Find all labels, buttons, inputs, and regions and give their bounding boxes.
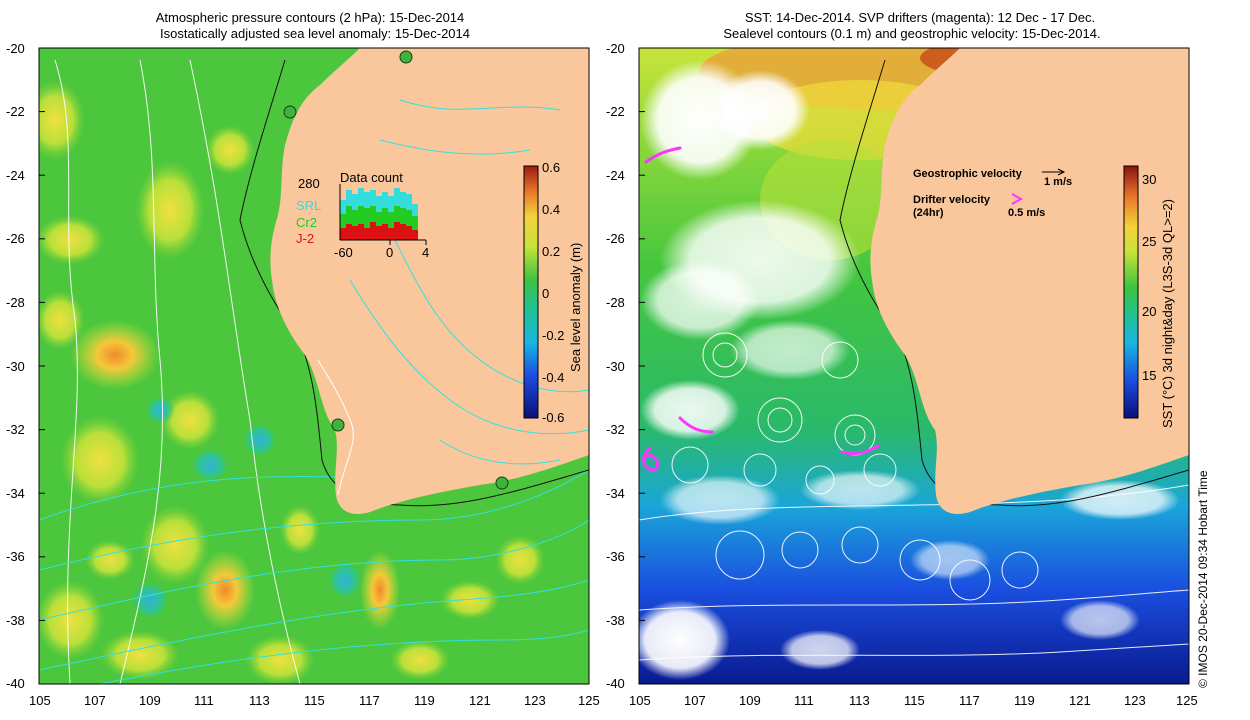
geostrophic-velocity-label: Geostrophic velocity xyxy=(913,168,1022,180)
left-y-tick: -40 xyxy=(6,676,25,691)
sst-colorbar-tick: 30 xyxy=(1142,172,1157,187)
left-x-tick: 121 xyxy=(469,693,491,708)
left-y-tick: -32 xyxy=(6,422,25,437)
left-y-tick: -34 xyxy=(6,486,25,501)
left-y-tick: -30 xyxy=(6,359,25,374)
left-x-tick: 113 xyxy=(249,693,270,708)
left-y-tick-marks xyxy=(39,47,45,621)
sla-colorbar-tick: -0.4 xyxy=(542,370,565,385)
right-y-tick: -40 xyxy=(606,676,625,691)
left-x-tick: 105 xyxy=(29,693,51,708)
drifter-tracks xyxy=(642,146,880,472)
right-x-tick: 105 xyxy=(629,693,651,708)
inset-legend-cr2: Cr2 xyxy=(296,215,317,230)
right-x-tick: 115 xyxy=(904,693,925,708)
left-x-tick: 119 xyxy=(414,693,435,708)
right-y-tick: -22 xyxy=(606,104,625,119)
inset-xtick: 0 xyxy=(386,245,394,260)
left-pressure-contours xyxy=(54,59,301,684)
left-y-tick: -36 xyxy=(6,549,25,564)
drifter-velocity-label: Drifter velocity xyxy=(913,194,991,206)
right-y-tick-marks xyxy=(639,47,645,621)
sst-sealevel-contours xyxy=(639,332,1189,661)
sla-colorbar-tick: 0.2 xyxy=(542,244,561,259)
right-y-tick: -26 xyxy=(606,231,625,246)
left-y-tick: -38 xyxy=(6,613,25,628)
right-y-tick: -24 xyxy=(606,168,625,183)
inset-title: Data count xyxy=(340,170,403,185)
inset-xtick: -60 xyxy=(334,245,353,260)
right-title-line1: SST: 14-Dec-2014. SVP drifters (magenta)… xyxy=(744,10,1096,25)
drifter-velocity-label-period: (24hr) xyxy=(913,207,944,219)
drifter-velocity-key xyxy=(1011,193,1024,205)
sst-colorbar xyxy=(1123,165,1139,419)
right-y-tick: -32 xyxy=(606,422,625,437)
sla-colorbar-tick: 0.4 xyxy=(542,202,561,217)
geostrophic-velocity-value: 1 m/s xyxy=(1044,176,1073,188)
inset-ymax-label: 280 xyxy=(298,176,320,191)
sla-colorbar xyxy=(523,165,539,419)
right-x-tick: 123 xyxy=(1124,693,1146,708)
right-shelf-contour xyxy=(839,59,1189,507)
drifter-velocity-value: 0.5 m/s xyxy=(1008,207,1046,219)
right-y-tick: -36 xyxy=(606,549,625,564)
right-y-tick: -28 xyxy=(606,295,625,310)
right-y-tick: -38 xyxy=(606,613,625,628)
left-x-tick: 117 xyxy=(359,693,380,708)
right-x-tick: 109 xyxy=(739,693,761,708)
sst-colorbar-label: SST (°C) 3d night&day (L3S-3d QL>=2) xyxy=(1160,199,1175,428)
inset-bars-j2 xyxy=(340,222,418,240)
sla-colorbar-tick: 0 xyxy=(542,286,550,301)
sla-colorbar-tick: -0.6 xyxy=(542,410,565,425)
left-y-tick: -24 xyxy=(6,168,25,183)
left-y-tick: -28 xyxy=(6,295,25,310)
data-count-inset xyxy=(339,184,427,245)
right-x-tick: 107 xyxy=(684,693,706,708)
sst-colorbar-tick: 20 xyxy=(1142,304,1157,319)
geostrophic-velocity-key xyxy=(1042,168,1066,176)
right-title-line2: Sealevel contours (0.1 m) and geostrophi… xyxy=(723,26,1101,41)
right-x-tick: 113 xyxy=(849,693,870,708)
left-y-tick: -22 xyxy=(6,104,25,119)
right-x-tick: 117 xyxy=(959,693,980,708)
left-shelf-contour xyxy=(239,59,589,507)
right-x-tick: 121 xyxy=(1069,693,1091,708)
left-x-tick: 123 xyxy=(524,693,546,708)
sla-colorbar-tick: -0.2 xyxy=(542,328,565,343)
left-map xyxy=(39,48,589,684)
right-land xyxy=(870,48,1189,515)
left-y-tick: -26 xyxy=(6,231,25,246)
left-land xyxy=(270,48,589,515)
sla-colorbar-tick: 0.6 xyxy=(542,160,561,175)
sla-colorbar-label: Sea level anomaly (m) xyxy=(568,242,583,372)
left-title-line1: Atmospheric pressure contours (2 hPa): 1… xyxy=(155,10,465,25)
sst-colorbar-tick: 25 xyxy=(1142,234,1157,249)
right-map xyxy=(639,48,1189,684)
right-x-tick: 119 xyxy=(1014,693,1035,708)
tide-gauge-markers xyxy=(283,50,509,490)
left-y-tick: -20 xyxy=(6,41,25,56)
cloud-mask xyxy=(639,60,1180,680)
left-x-tick: 111 xyxy=(194,693,214,708)
sst-colorbar-tick: 15 xyxy=(1142,368,1157,383)
left-x-tick: 109 xyxy=(139,693,161,708)
right-y-tick: -30 xyxy=(606,359,625,374)
left-land-contours xyxy=(349,99,589,465)
inset-xtick: 4 xyxy=(422,245,430,260)
left-x-tick: 125 xyxy=(578,693,600,708)
right-x-tick: 111 xyxy=(794,693,814,708)
left-title-line2: Isostatically adjusted sea level anomaly… xyxy=(159,26,470,41)
left-x-tick: 107 xyxy=(84,693,106,708)
left-x-tick: 115 xyxy=(304,693,325,708)
right-x-tick: 125 xyxy=(1176,693,1198,708)
imos-credit: © IMOS 20-Dec-2014 09:34 Hobart Time xyxy=(1196,470,1210,688)
right-y-tick: -20 xyxy=(606,41,625,56)
inset-legend-j2: J-2 xyxy=(296,231,315,246)
left-coast-white xyxy=(317,359,354,496)
inset-legend-srl: SRL xyxy=(296,198,322,213)
right-y-tick: -34 xyxy=(606,486,625,501)
